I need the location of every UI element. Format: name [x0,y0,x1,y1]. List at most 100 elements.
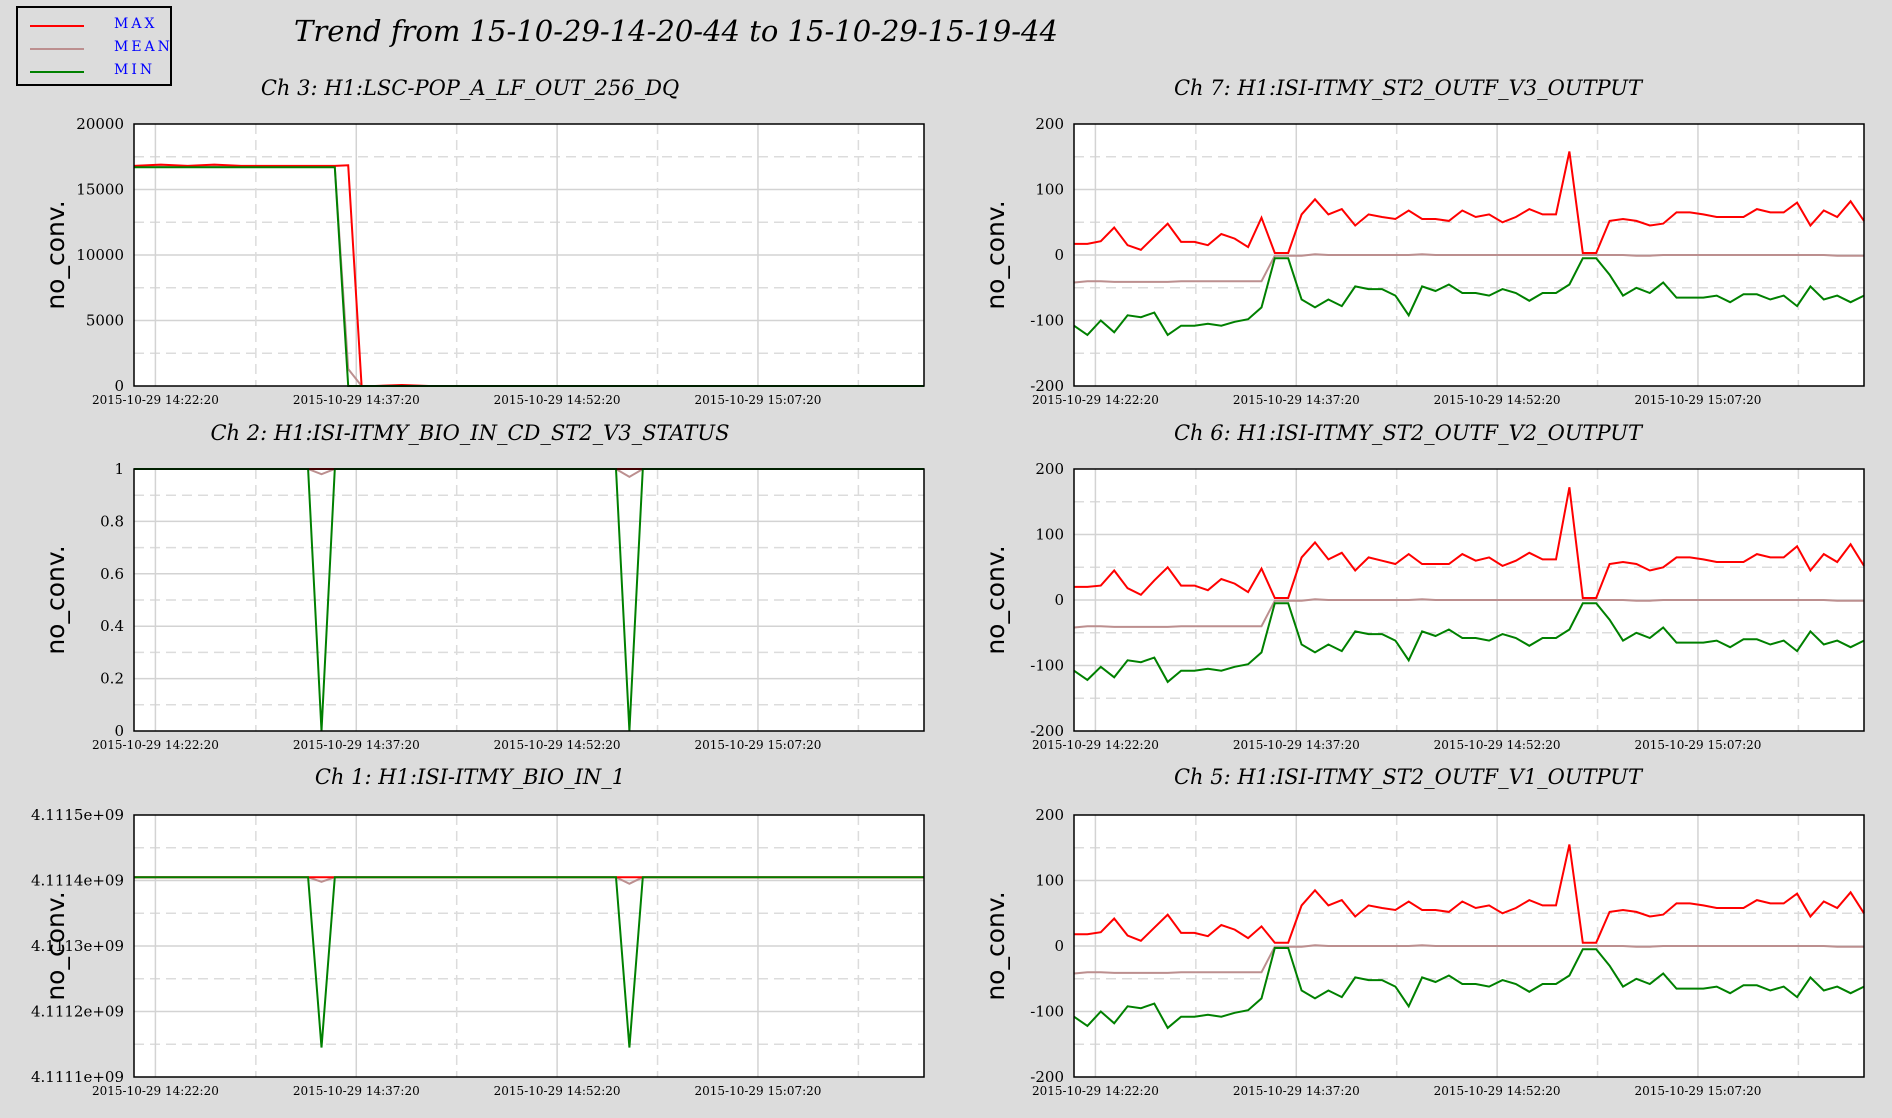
chart-panel-ch2: Ch 2: H1:ISI-ITMY_BIO_IN_CD_ST2_V3_STATU… [0,421,940,752]
y-tick-label: -200 [1030,1068,1064,1086]
x-tick-label: 2015-10-29 14:37:20 [1233,738,1360,752]
x-tick-label: 2015-10-29 14:37:20 [1233,1084,1360,1098]
series-line-min [1073,947,1865,1030]
y-tick-label: 0 [114,377,124,395]
plot-frame [1073,468,1865,732]
chart-plot-ch2: 0 0.2 0.4 0.6 0.8 1 2015-10-29 14:22:20 2015-10… [41,460,925,752]
chart-plot-ch5: -200 -100 0 100 200 2015-10-29 14:22:20 2015-1… [981,806,1865,1098]
y-tick-label: 100 [1035,526,1064,544]
chart-title: Ch 7: H1:ISI-ITMY_ST2_OUTF_V3_OUTPUT [1173,76,1643,100]
y-tick-label: -100 [1030,312,1064,330]
y-tick-label: 0.4 [100,617,124,635]
chart-title: Ch 2: H1:ISI-ITMY_BIO_IN_CD_ST2_V3_STATU… [210,421,730,445]
x-tick-label: 2015-10-29 14:52:20 [1434,738,1561,752]
x-tick-label: 2015-10-29 15:07:20 [695,1084,822,1098]
y-tick-label: -100 [1030,1003,1064,1021]
y-tick-label: 0 [1054,591,1064,609]
chart-plot-ch7: -200 -100 0 100 200 2015-10-29 14:22:20 2015-1… [981,115,1865,407]
chart-plot-ch6: -200 -100 0 100 200 2015-10-29 14:22:20 2015-1… [981,460,1865,752]
chart-panel-ch1: Ch 1: H1:ISI-ITMY_BIO_IN_1 4.1111e+09 4.1… [0,765,940,1098]
legend-label-min: MIN [114,62,156,78]
y-tick-label: -200 [1030,377,1064,395]
x-tick-label: 2015-10-29 14:52:20 [1434,393,1561,407]
series-line-min [1073,257,1865,337]
y-tick-label: 100 [1035,181,1064,199]
series-line-max [1074,487,1865,599]
chart-title: Ch 1: H1:ISI-ITMY_BIO_IN_1 [314,765,626,789]
y-axis-label: no_conv. [41,545,70,654]
y-tick-label: 200 [1035,806,1064,824]
legend-swatch-max [30,25,84,27]
y-tick-label: 4.1115e+09 [31,806,124,824]
y-tick-label: 1 [114,460,124,478]
y-tick-label: -100 [1030,657,1064,675]
chart-plot-ch1: 4.1111e+09 4.1112e+09 4.1113e+09 4.1114e+09… [31,806,925,1098]
chart-title: Ch 5: H1:ISI-ITMY_ST2_OUTF_V1_OUTPUT [1173,765,1643,789]
x-tick-label: 2015-10-29 15:07:20 [695,393,822,407]
y-tick-label: 0 [1054,246,1064,264]
series-line-mean [1073,253,1864,284]
y-axis-label: no_conv. [981,545,1010,654]
x-tick-label: 2015-10-29 14:22:20 [1032,1084,1159,1098]
y-tick-label: 0.2 [100,670,124,688]
series-line-mean [1073,944,1864,975]
plot-frame [1073,814,1865,1078]
x-tick-label: 2015-10-29 14:37:20 [293,393,420,407]
y-tick-label: 100 [1035,872,1064,890]
chart-title: Ch 3: H1:LSC-POP_A_LF_OUT_256_DQ [260,76,680,100]
chart-panel-ch7: Ch 7: H1:ISI-ITMY_ST2_OUTF_V3_OUTPUT -20… [938,76,1878,407]
y-tick-label: 4.1114e+09 [31,872,124,890]
x-tick-label: 2015-10-29 14:22:20 [92,738,219,752]
x-tick-label: 2015-10-29 14:22:20 [92,393,219,407]
series-line-mean [1073,598,1864,629]
y-tick-label: 20000 [76,115,124,133]
y-tick-label: 5000 [86,312,124,330]
legend-label-mean: MEAN [114,39,173,55]
y-tick-label: 15000 [76,181,124,199]
x-tick-label: 2015-10-29 14:22:20 [1032,738,1159,752]
x-tick-label: 2015-10-29 14:22:20 [92,1084,219,1098]
plot-frame [133,123,925,387]
y-tick-label: 0 [114,722,124,740]
series-line-max [1074,844,1865,944]
chart-panel-ch3: Ch 3: H1:LSC-POP_A_LF_OUT_256_DQ 0 5000 10… [0,76,940,407]
x-tick-label: 2015-10-29 14:52:20 [494,1084,621,1098]
legend-swatch-mean [30,48,84,50]
y-tick-label: 0.6 [100,565,124,583]
x-tick-label: 2015-10-29 15:07:20 [1635,393,1762,407]
y-tick-label: 4.1112e+09 [31,1003,124,1021]
chart-panel-ch6: Ch 6: H1:ISI-ITMY_ST2_OUTF_V2_OUTPUT -20… [938,421,1878,752]
x-tick-label: 2015-10-29 14:37:20 [293,1084,420,1098]
y-tick-label: 0.8 [100,512,124,530]
chart-plot-ch3: 0 5000 10000 15000 20000 2015-10-29 14:22:20 2… [41,115,925,407]
y-axis-label: no_conv. [981,891,1010,1000]
series-line-min [134,876,924,1048]
x-tick-label: 2015-10-29 15:07:20 [1635,1084,1762,1098]
y-tick-label: 10000 [76,246,124,264]
x-tick-label: 2015-10-29 14:52:20 [1434,1084,1561,1098]
legend-label-max: MAX [114,16,158,32]
plot-frame [1073,123,1865,387]
legend-swatch-min [30,71,84,73]
x-tick-label: 2015-10-29 14:52:20 [494,393,621,407]
y-tick-label: 200 [1035,115,1064,133]
x-tick-label: 2015-10-29 15:07:20 [1635,738,1762,752]
y-tick-label: 200 [1035,460,1064,478]
x-tick-label: 2015-10-29 14:52:20 [494,738,621,752]
main-title: Trend from 15-10-29-14-20-44 to 15-10-29… [294,14,1058,48]
y-axis-label: no_conv. [41,891,70,1000]
x-tick-label: 2015-10-29 14:37:20 [293,738,420,752]
series-line-min [1073,602,1865,684]
plot-frame [133,468,925,732]
legend: MAX MEAN MIN [16,6,172,86]
x-tick-label: 2015-10-29 15:07:20 [695,738,822,752]
x-tick-label: 2015-10-29 14:37:20 [1233,393,1360,407]
x-tick-label: 2015-10-29 14:22:20 [1032,393,1159,407]
y-tick-label: 4.1113e+09 [31,937,124,955]
chart-title: Ch 6: H1:ISI-ITMY_ST2_OUTF_V2_OUTPUT [1173,421,1643,445]
plot-frame [133,814,925,1078]
y-tick-label: -200 [1030,722,1064,740]
y-axis-label: no_conv. [981,200,1010,309]
y-tick-label: 0 [1054,937,1064,955]
y-axis-label: no_conv. [41,200,70,309]
